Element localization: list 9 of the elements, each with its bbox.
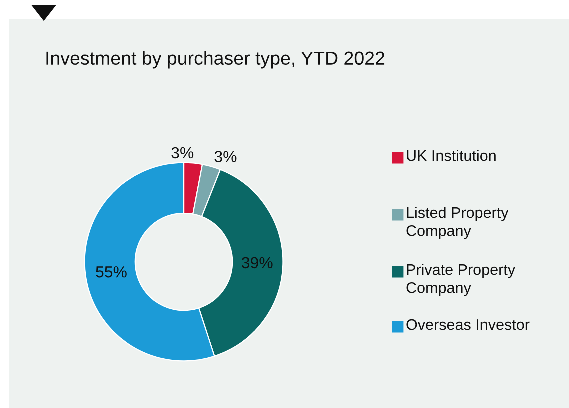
data-label: 3%	[214, 151, 237, 162]
data-label: 3%	[172, 147, 194, 159]
chart-title: Investment by purchaser type, YTD 2022	[46, 51, 385, 69]
legend-label: Private Property Company	[406, 264, 516, 296]
legend-label: Listed Property Company	[406, 207, 509, 240]
data-label: 55%	[96, 266, 127, 278]
data-label: 39%	[242, 257, 273, 269]
legend-label: UK Institution	[407, 150, 496, 162]
legend-label: Overseas Investor	[406, 319, 530, 330]
